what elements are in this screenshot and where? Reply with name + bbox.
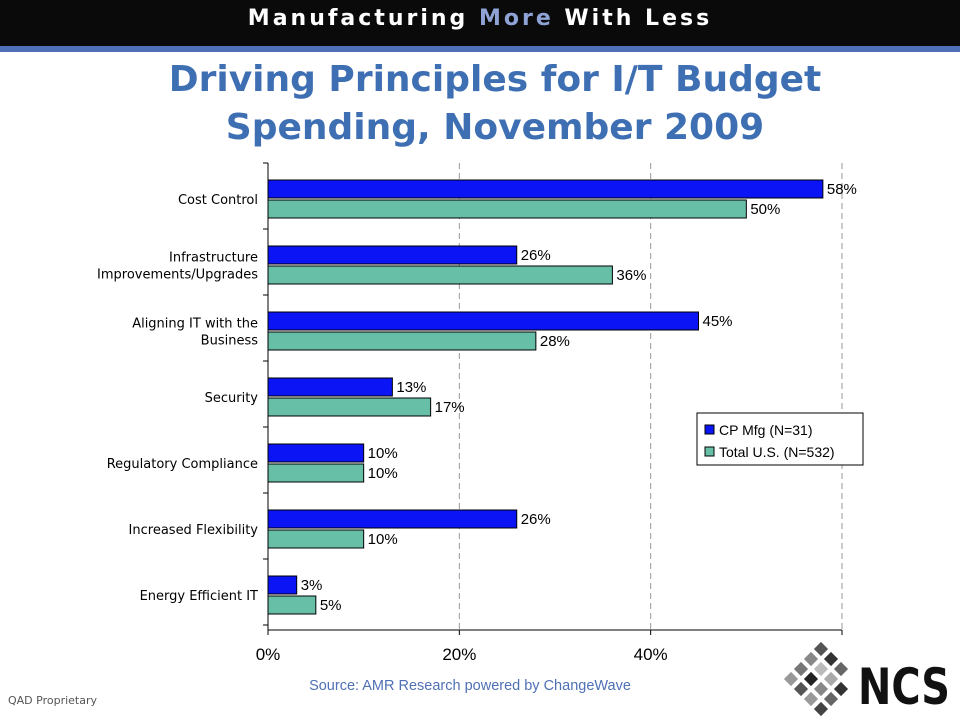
category-label: Increased Flexibility <box>129 523 259 538</box>
legend-swatch <box>704 446 715 457</box>
data-label: 10% <box>368 531 398 548</box>
slide-title: Driving Principles for I/T Budget Spendi… <box>80 56 910 152</box>
slide-title-line1: Driving Principles for I/T Budget <box>168 59 822 100</box>
data-label: 13% <box>396 379 426 396</box>
category-label: Aligning IT with the <box>132 317 258 332</box>
legend-label: Total U.S. (N=532) <box>719 444 835 460</box>
data-label: 17% <box>435 399 465 416</box>
legend-box <box>696 412 864 466</box>
ncs-logo: NCS <box>783 641 950 717</box>
data-label: 28% <box>540 333 570 350</box>
data-label: 26% <box>521 511 551 528</box>
bar <box>267 199 747 219</box>
bar <box>267 509 518 529</box>
data-label: 50% <box>750 201 780 218</box>
source-note: Source: AMR Research powered by ChangeWa… <box>309 678 631 694</box>
bar <box>267 595 317 615</box>
bar <box>267 331 537 351</box>
data-label: 45% <box>703 313 733 330</box>
slide-title-line2: Spending, November 2009 <box>225 107 765 148</box>
bar <box>267 377 393 397</box>
category-label: Business <box>201 334 259 349</box>
bar <box>267 575 298 595</box>
category-label: Cost Control <box>178 193 258 208</box>
legend-swatch <box>704 424 715 435</box>
logo-diamond-grid <box>783 641 849 717</box>
bar <box>267 311 699 331</box>
data-label: 3% <box>301 577 323 594</box>
category-label: Infrastructure <box>169 251 258 266</box>
banner-text-part2: With Less <box>553 6 713 31</box>
data-label: 10% <box>368 465 398 482</box>
data-label: 5% <box>320 597 342 614</box>
bar <box>267 529 365 549</box>
header-banner <box>0 0 960 46</box>
category-label: Regulatory Compliance <box>107 457 258 472</box>
data-label: 36% <box>616 267 646 284</box>
banner-text-accent: More <box>478 6 554 31</box>
header-rule <box>0 46 960 52</box>
data-label: 58% <box>827 181 857 198</box>
bar <box>267 265 613 285</box>
banner-text-part1: Manufacturing <box>247 6 479 31</box>
category-label: Security <box>205 391 259 406</box>
x-tick-label: 20% <box>442 645 476 664</box>
bar <box>267 179 824 199</box>
data-label: 10% <box>368 445 398 462</box>
bar <box>267 443 365 463</box>
data-label: 26% <box>521 247 551 264</box>
footer-label: QAD Proprietary <box>8 694 98 707</box>
bar <box>267 245 518 265</box>
logo-text: NCS <box>858 658 950 716</box>
x-tick-label: 40% <box>634 645 668 664</box>
bar <box>267 397 432 417</box>
x-tick-label: 0% <box>256 645 281 664</box>
category-label: Energy Efficient IT <box>140 589 258 604</box>
bar <box>267 463 365 483</box>
legend-label: CP Mfg (N=31) <box>719 422 813 438</box>
category-label: Improvements/Upgrades <box>97 268 258 283</box>
banner-title: Manufacturing More With Less <box>0 6 960 31</box>
